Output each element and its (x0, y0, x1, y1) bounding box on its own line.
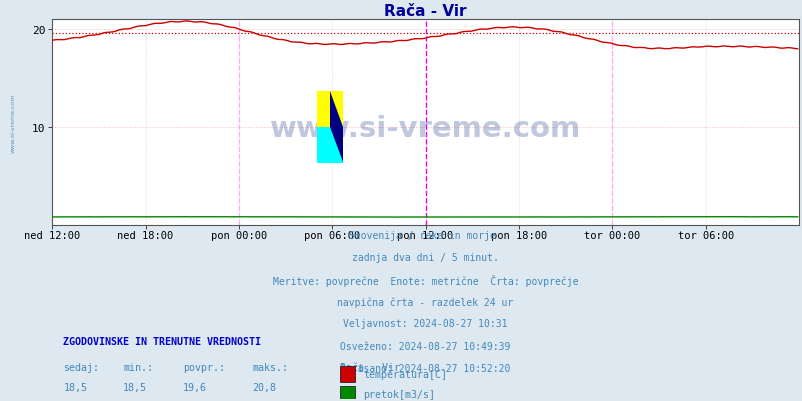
Text: 18,5: 18,5 (63, 383, 87, 393)
FancyBboxPatch shape (339, 386, 354, 401)
Text: Slovenija / reke in morje.: Slovenija / reke in morje. (349, 231, 501, 240)
Text: temperatura[C]: temperatura[C] (363, 369, 447, 379)
Text: 20,8: 20,8 (252, 383, 276, 393)
FancyBboxPatch shape (339, 366, 354, 382)
Text: min.:: min.: (123, 363, 153, 373)
Polygon shape (330, 128, 343, 164)
Polygon shape (330, 92, 343, 128)
Title: Rača - Vir: Rača - Vir (384, 4, 466, 19)
Text: Izrisano: 2024-08-27 10:52:20: Izrisano: 2024-08-27 10:52:20 (340, 363, 510, 373)
Text: www.si-vreme.com: www.si-vreme.com (269, 115, 581, 143)
Text: ZGODOVINSKE IN TRENUTNE VREDNOSTI: ZGODOVINSKE IN TRENUTNE VREDNOSTI (63, 336, 261, 346)
Text: povpr.:: povpr.: (183, 363, 225, 373)
Text: navpična črta - razdelek 24 ur: navpična črta - razdelek 24 ur (337, 297, 513, 307)
Text: Veljavnost: 2024-08-27 10:31: Veljavnost: 2024-08-27 10:31 (343, 319, 507, 329)
Text: 19,6: 19,6 (183, 383, 207, 393)
FancyBboxPatch shape (316, 128, 330, 164)
Text: www.si-vreme.com: www.si-vreme.com (11, 93, 16, 152)
Text: 18,5: 18,5 (123, 383, 147, 393)
Text: zadnja dva dni / 5 minut.: zadnja dva dni / 5 minut. (352, 253, 498, 262)
Text: Meritve: povprečne  Enote: metrične  Črta: povprečje: Meritve: povprečne Enote: metrične Črta:… (273, 275, 577, 286)
Text: Osveženo: 2024-08-27 10:49:39: Osveženo: 2024-08-27 10:49:39 (340, 341, 510, 351)
Text: maks.:: maks.: (252, 363, 288, 373)
FancyBboxPatch shape (316, 92, 330, 128)
Text: pretok[m3/s]: pretok[m3/s] (363, 389, 435, 399)
Text: sedaj:: sedaj: (63, 363, 99, 373)
FancyBboxPatch shape (330, 92, 343, 164)
Text: Rača - Vir: Rača - Vir (339, 363, 399, 373)
